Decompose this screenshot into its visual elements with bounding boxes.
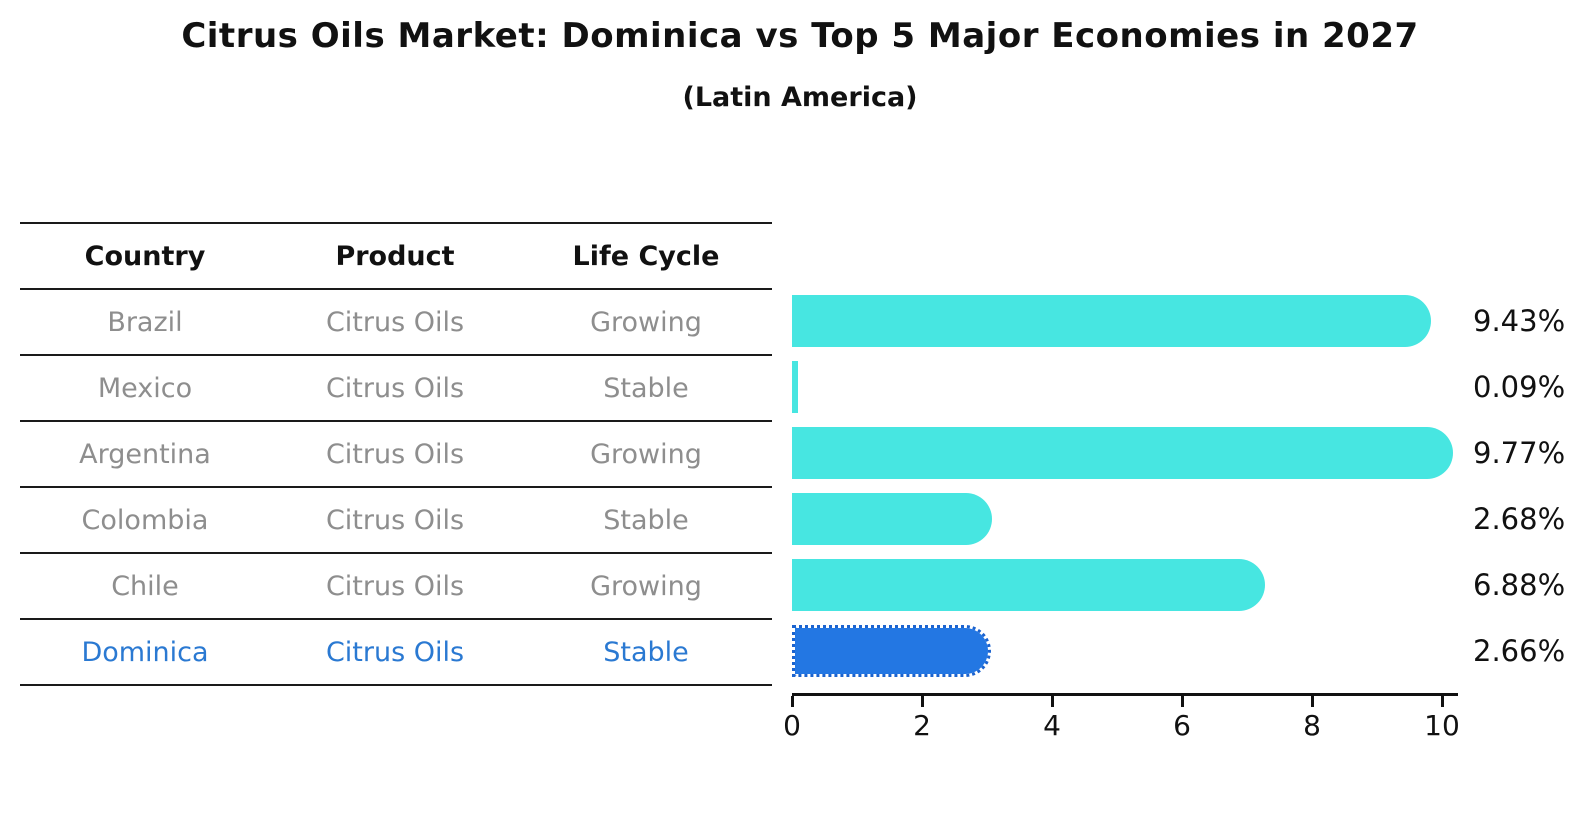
cell-life-cycle: Growing <box>590 438 702 470</box>
x-tick-mark <box>1441 696 1444 707</box>
value-label-argentina: 9.77% <box>1473 436 1566 470</box>
bar-plot: 9.43% 0.09% 9.77% 2.68% 6.88% 2.66% 0 2 4 6 8 10 <box>783 295 1586 765</box>
cell-country: Dominica <box>81 636 209 668</box>
chart-title: Citrus Oils Market: Dominica vs Top 5 Ma… <box>181 16 1419 56</box>
cell-country: Chile <box>111 570 179 602</box>
cell-country: Brazil <box>107 306 183 338</box>
cell-life-cycle: Growing <box>590 570 702 602</box>
table-row-chile: Chile Citrus Oils Growing <box>20 554 772 620</box>
cell-life-cycle: Stable <box>603 636 689 668</box>
x-tick-mark <box>1311 696 1314 707</box>
value-label-mexico: 0.09% <box>1473 370 1566 404</box>
cell-life-cycle: Stable <box>603 504 689 536</box>
value-label-dominica: 2.66% <box>1473 634 1566 668</box>
column-header-country: Country <box>84 240 206 272</box>
bar-chile <box>792 559 1266 611</box>
value-label-brazil: 9.43% <box>1473 304 1566 338</box>
bar-colombia <box>792 493 993 545</box>
bar-argentina <box>792 427 1454 479</box>
table-row-argentina: Argentina Citrus Oils Growing <box>20 422 772 488</box>
x-tick-label: 10 <box>1424 709 1460 742</box>
x-tick-label: 0 <box>783 709 801 742</box>
cell-life-cycle: Growing <box>590 306 702 338</box>
bar-brazil <box>792 295 1431 347</box>
bar-mexico <box>792 361 798 413</box>
country-table: Country Product Life Cycle Brazil Citrus… <box>20 222 772 686</box>
cell-product: Citrus Oils <box>325 636 465 668</box>
x-tick-mark <box>791 696 794 707</box>
cell-product: Citrus Oils <box>325 570 465 602</box>
cell-product: Citrus Oils <box>325 306 465 338</box>
cell-country: Argentina <box>79 438 211 470</box>
x-tick-mark <box>1181 696 1184 707</box>
cell-product: Citrus Oils <box>325 438 465 470</box>
column-header-product: Product <box>335 240 455 272</box>
cell-life-cycle: Stable <box>603 372 689 404</box>
bar-dominica <box>792 625 991 677</box>
table-row-mexico: Mexico Citrus Oils Stable <box>20 356 772 422</box>
x-tick-label: 8 <box>1303 709 1321 742</box>
table-header-row: Country Product Life Cycle <box>20 224 772 290</box>
cell-product: Citrus Oils <box>325 504 465 536</box>
column-header-life-cycle: Life Cycle <box>572 240 720 272</box>
table-row-brazil: Brazil Citrus Oils Growing <box>20 290 772 356</box>
table-row-dominica: Dominica Citrus Oils Stable <box>20 620 772 686</box>
x-tick-label: 2 <box>913 709 931 742</box>
chart-subtitle: (Latin America) <box>682 82 918 113</box>
x-tick-mark <box>1051 696 1054 707</box>
x-tick-label: 6 <box>1173 709 1191 742</box>
table-row-colombia: Colombia Citrus Oils Stable <box>20 488 772 554</box>
cell-country: Mexico <box>97 372 193 404</box>
x-tick-label: 4 <box>1043 709 1061 742</box>
x-axis-line <box>792 693 1458 696</box>
x-tick-mark <box>921 696 924 707</box>
value-label-chile: 6.88% <box>1473 568 1566 602</box>
value-label-colombia: 2.68% <box>1473 502 1566 536</box>
cell-product: Citrus Oils <box>325 372 465 404</box>
cell-country: Colombia <box>81 504 209 536</box>
